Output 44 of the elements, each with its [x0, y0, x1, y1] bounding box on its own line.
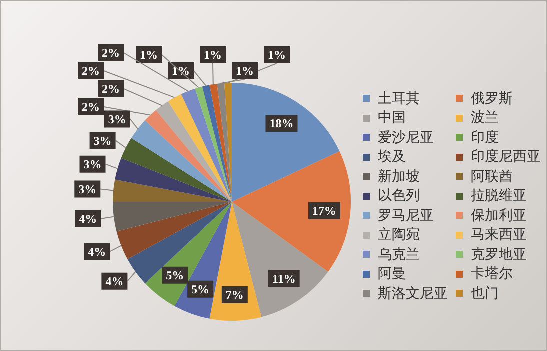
- legend-label: 俄罗斯: [471, 90, 513, 108]
- legend-label: 斯洛文尼亚: [378, 285, 448, 303]
- legend-label: 以色列: [378, 188, 420, 206]
- legend-label: 乌克兰: [378, 246, 420, 264]
- legend-label: 克罗地亚: [471, 246, 527, 264]
- legend-label: 卡塔尔: [471, 266, 513, 284]
- legend-label: 阿曼: [378, 266, 406, 284]
- data-label: 3%: [108, 112, 126, 126]
- legend-label: 爱沙尼亚: [378, 130, 434, 147]
- data-label: 7%: [226, 288, 244, 302]
- data-label: 1%: [204, 48, 222, 62]
- data-label: 3%: [84, 157, 102, 172]
- data-label: 4%: [79, 212, 98, 226]
- legend-label: 新加坡: [378, 168, 420, 186]
- legend-label: 波兰: [471, 110, 499, 128]
- data-label: 1%: [268, 48, 286, 62]
- data-label: 2%: [102, 82, 120, 96]
- data-label: 3%: [94, 134, 112, 148]
- legend-label: 阿联酋: [471, 168, 513, 186]
- legend-label: 拉脱维亚: [471, 187, 527, 206]
- legend-label: 罗马尼亚: [378, 208, 434, 225]
- legend-label: 埃及: [378, 148, 406, 166]
- data-label: 4%: [88, 244, 106, 259]
- legend-label: 马来西亚: [471, 226, 527, 244]
- legend-label: 土耳其: [378, 90, 420, 108]
- data-label: 11%: [272, 272, 296, 286]
- data-label: 18%: [270, 116, 294, 131]
- data-label: 5%: [192, 282, 210, 296]
- data-label: 2%: [102, 46, 120, 60]
- data-label: 2%: [82, 100, 100, 114]
- legend-label: 立陶宛: [378, 226, 420, 244]
- data-label: 5%: [166, 268, 184, 282]
- legend-label: 印度: [471, 129, 499, 147]
- legend-label: 也门: [471, 285, 499, 303]
- data-label: 3%: [78, 182, 97, 196]
- data-label: 1%: [236, 64, 254, 78]
- legend-label: 中国: [378, 110, 406, 128]
- data-label: 1%: [140, 48, 158, 62]
- data-label: 1%: [172, 64, 190, 78]
- legend-label: 保加利亚: [471, 208, 527, 225]
- data-label: 17%: [312, 204, 336, 218]
- legend-label: 印度尼西亚: [471, 148, 541, 166]
- data-label: 2%: [82, 64, 100, 78]
- data-label: 4%: [106, 274, 124, 288]
